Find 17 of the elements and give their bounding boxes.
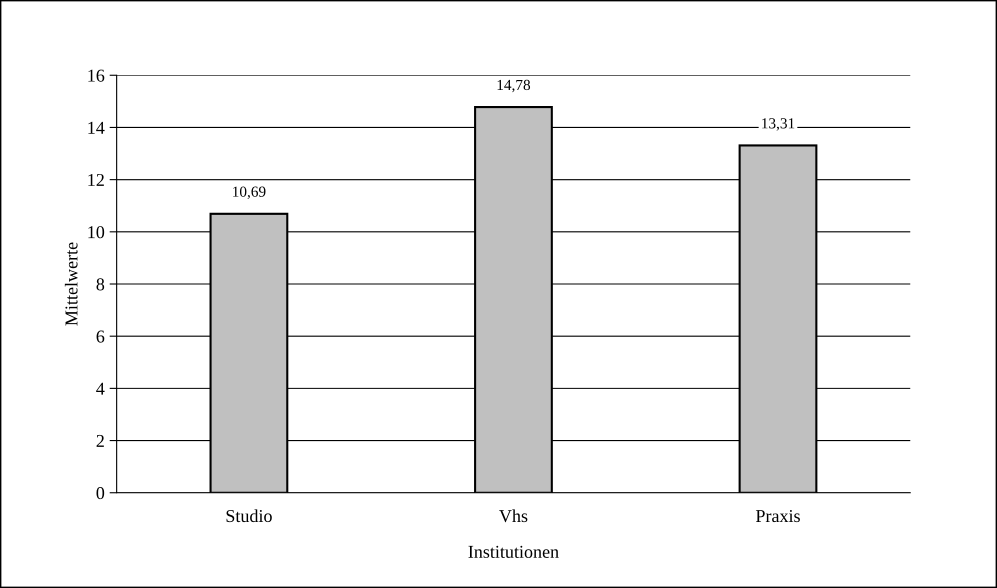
y-tick-label: 8 xyxy=(96,278,104,290)
y-tick-label: 2 xyxy=(96,434,104,447)
y-tick-label: 6 xyxy=(96,330,104,343)
x-tick-label: Praxis xyxy=(756,510,800,522)
data-label: 13,31 xyxy=(762,118,794,131)
data-label: 10,69 xyxy=(233,186,266,200)
y-tick-label: 12 xyxy=(88,174,104,186)
y-tick-label: 10 xyxy=(88,226,104,238)
x-axis-title: Institutionen xyxy=(468,546,559,558)
y-tick-label: 0 xyxy=(96,487,104,500)
y-axis-title: Mittelwerte xyxy=(64,242,78,326)
x-tick-label: Vhs xyxy=(499,509,528,522)
y-tick-label: 16 xyxy=(88,70,104,82)
y-tick-label: 14 xyxy=(88,122,105,134)
x-tick-label: Studio xyxy=(226,509,272,522)
data-label: 14,78 xyxy=(498,80,530,92)
y-tick-label: 4 xyxy=(96,382,105,395)
